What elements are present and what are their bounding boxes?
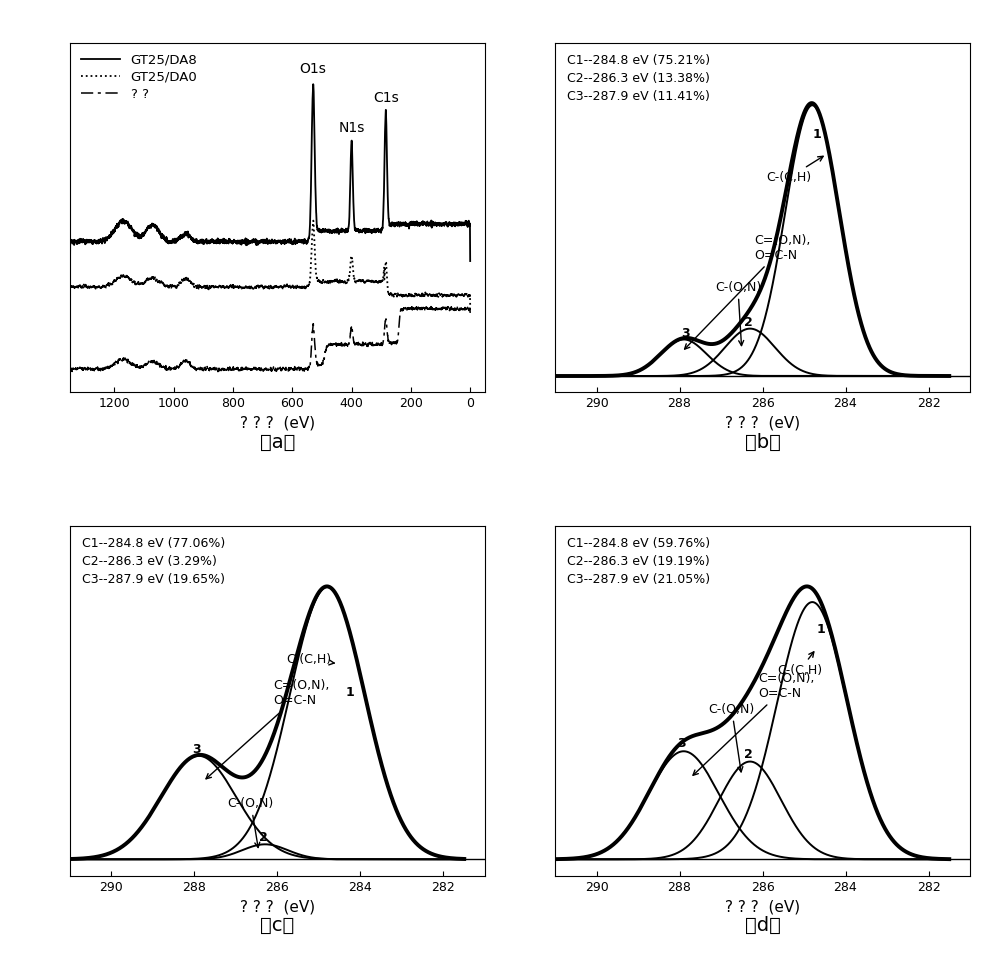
Text: C1s: C1s <box>373 91 399 105</box>
Line: ? ?: ? ? <box>70 306 470 372</box>
? ? <box>165 363 177 374</box>
Text: 1: 1 <box>817 623 826 636</box>
Line: GT25/DA0: GT25/DA0 <box>70 221 470 304</box>
Text: C-(C,H): C-(C,H) <box>767 156 823 184</box>
? ? <box>64 343 76 354</box>
? ? <box>204 363 216 374</box>
Line: GT25/DA8: GT25/DA8 <box>70 84 470 273</box>
Text: C-(O,N): C-(O,N) <box>228 797 274 848</box>
Text: （c）: （c） <box>260 916 295 935</box>
GT25/DA0 <box>204 280 216 292</box>
Text: 2: 2 <box>744 316 752 329</box>
Text: 2: 2 <box>744 747 752 761</box>
Text: C-(O,N): C-(O,N) <box>709 702 755 772</box>
GT25/DA0 <box>391 290 403 301</box>
GT25/DA8 <box>166 236 178 248</box>
GT25/DA8 <box>135 231 147 242</box>
Text: C1--284.8 eV (77.06%)
C2--286.3 eV (3.29%)
C3--287.9 eV (19.65%): C1--284.8 eV (77.06%) C2--286.3 eV (3.29… <box>82 537 226 586</box>
GT25/DA8 <box>64 267 76 278</box>
GT25/DA8 <box>311 222 323 234</box>
Text: C1--284.8 eV (59.76%)
C2--286.3 eV (19.19%)
C3--287.9 eV (21.05%): C1--284.8 eV (59.76%) C2--286.3 eV (19.1… <box>567 537 711 586</box>
GT25/DA0 <box>166 281 178 293</box>
Text: （d）: （d） <box>745 916 780 935</box>
Legend: GT25/DA8, GT25/DA0, ? ?: GT25/DA8, GT25/DA0, ? ? <box>77 50 201 104</box>
Text: （b）: （b） <box>745 433 780 452</box>
Text: 1: 1 <box>813 127 822 141</box>
? ? <box>311 358 323 369</box>
GT25/DA0 <box>464 299 476 310</box>
X-axis label: ? ? ?  (eV): ? ? ? (eV) <box>725 415 800 431</box>
GT25/DA0 <box>135 278 147 289</box>
Text: 3: 3 <box>192 743 201 756</box>
Text: （a）: （a） <box>260 433 295 452</box>
? ? <box>391 336 403 347</box>
? ? <box>405 300 417 312</box>
Text: C1--284.8 eV (75.21%)
C2--286.3 eV (13.38%)
C3--287.9 eV (11.41%): C1--284.8 eV (75.21%) C2--286.3 eV (13.3… <box>567 54 711 102</box>
? ? <box>283 367 295 378</box>
GT25/DA8 <box>464 256 476 267</box>
Text: O1s: O1s <box>300 62 327 77</box>
? ? <box>224 362 236 373</box>
Text: N1s: N1s <box>338 122 365 135</box>
GT25/DA0 <box>307 215 319 227</box>
X-axis label: ? ? ?  (eV): ? ? ? (eV) <box>725 899 800 914</box>
Text: 1: 1 <box>346 686 354 699</box>
Text: C=(O,N),
O=C-N: C=(O,N), O=C-N <box>693 672 815 775</box>
GT25/DA0 <box>64 293 76 304</box>
X-axis label: ? ? ?  (eV): ? ? ? (eV) <box>240 415 315 431</box>
Text: 2: 2 <box>259 831 267 844</box>
? ? <box>464 307 476 319</box>
? ? <box>135 362 147 373</box>
Text: C=(O,N),
O=C-N: C=(O,N), O=C-N <box>685 234 811 349</box>
Text: 3: 3 <box>677 737 686 750</box>
GT25/DA8 <box>391 219 403 231</box>
GT25/DA0 <box>224 281 236 293</box>
Text: C-(C,H): C-(C,H) <box>286 654 334 666</box>
GT25/DA8 <box>224 235 236 247</box>
Text: 3: 3 <box>681 326 690 340</box>
GT25/DA8 <box>307 78 319 90</box>
GT25/DA8 <box>204 236 216 248</box>
Text: C-(C,H): C-(C,H) <box>777 652 822 678</box>
Text: C-(O,N): C-(O,N) <box>715 280 761 345</box>
X-axis label: ? ? ?  (eV): ? ? ? (eV) <box>240 899 315 914</box>
Text: C=(O,N),
O=C-N: C=(O,N), O=C-N <box>206 679 330 779</box>
GT25/DA0 <box>311 272 323 283</box>
